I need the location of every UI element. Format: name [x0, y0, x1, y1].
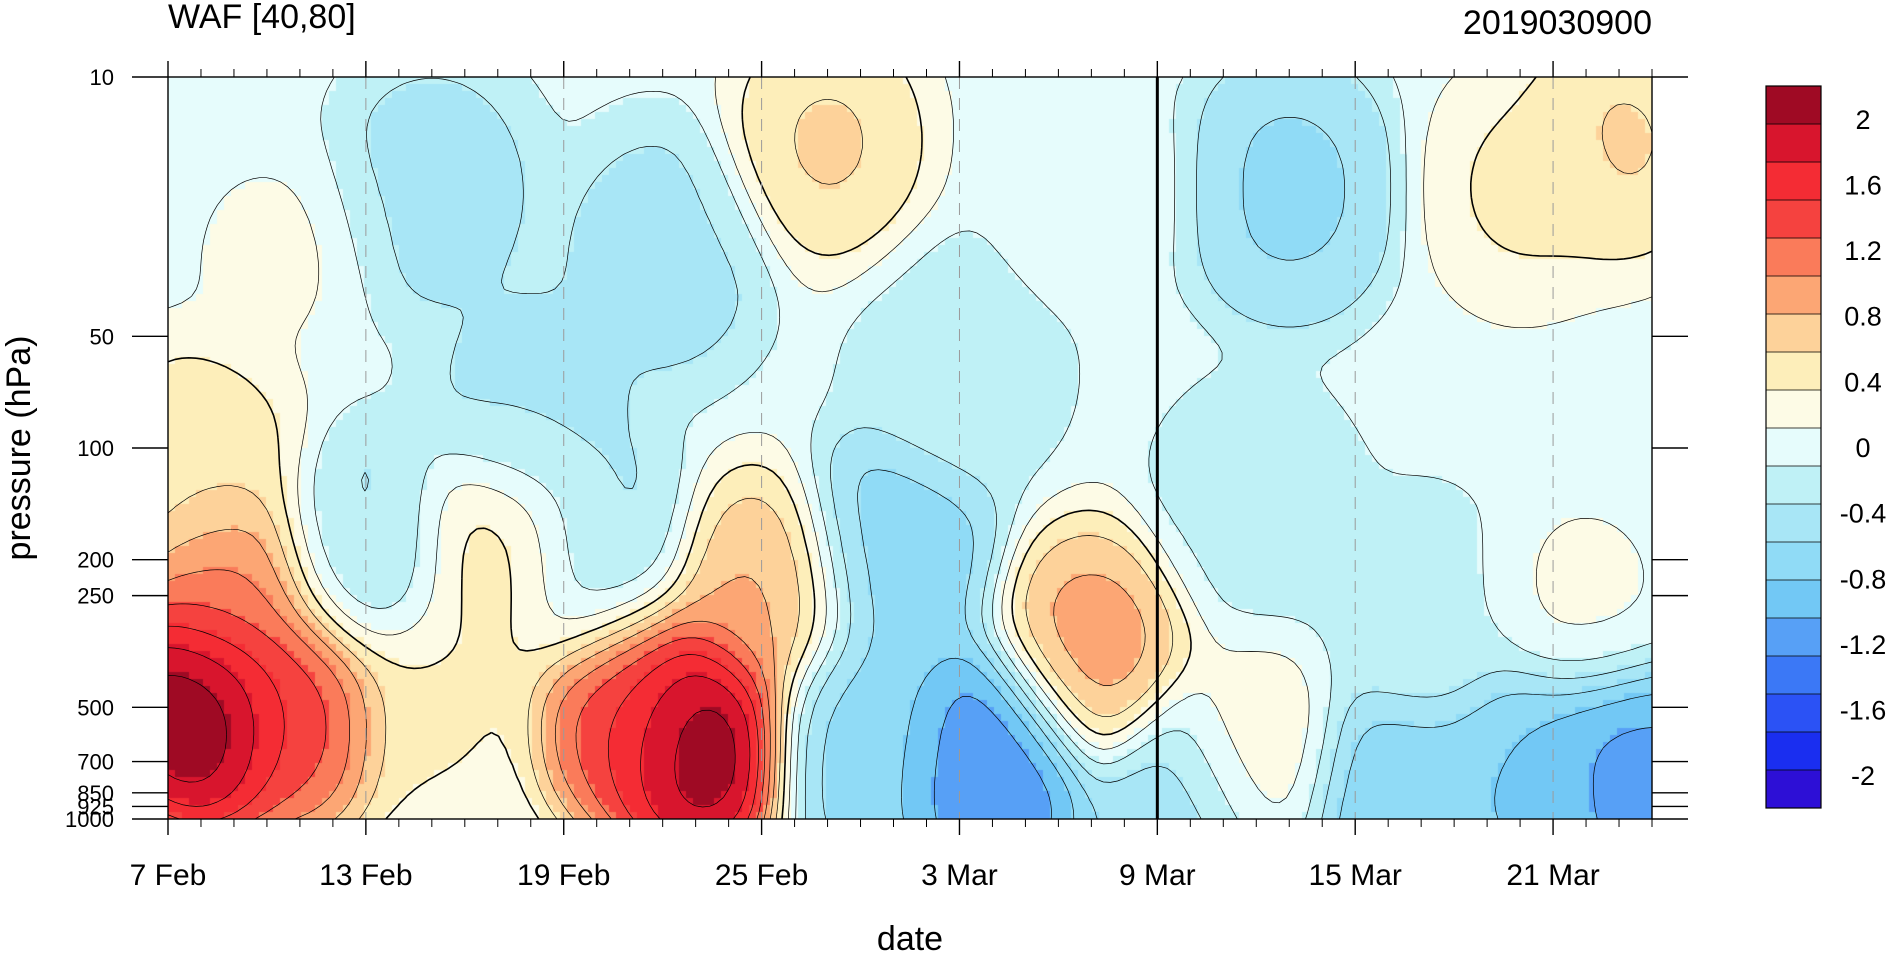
y-tick-label: 700 — [77, 750, 114, 775]
colorbar-swatch — [1766, 618, 1821, 657]
colorbar-tick-label: -1.6 — [1840, 696, 1887, 726]
colorbar: 2 1.6 1.2 0.8 0.4 0 -0.4 -0.8 -1.2 -1.6 -2 — [1765, 85, 1887, 809]
colorbar-swatch — [1766, 694, 1821, 733]
colorbar-tick-label: 0 — [1855, 433, 1870, 463]
y-tick-label: 925 — [77, 794, 114, 819]
x-tick-label: 9 Mar — [1119, 859, 1196, 892]
contour-line — [168, 603, 766, 819]
contour-line — [361, 77, 1652, 819]
chart-title: WAF [40,80] — [168, 0, 356, 36]
colorbar-swatch — [1766, 86, 1821, 125]
colorbar-swatch — [1766, 466, 1821, 505]
colorbar-tick-label: -2 — [1851, 761, 1875, 791]
x-tick-label: 13 Feb — [319, 859, 412, 892]
colorbar-tick-label: 1.6 — [1844, 170, 1882, 200]
colorbar-swatch — [1766, 162, 1821, 201]
contour-line — [168, 569, 771, 819]
waf-contour-field — [168, 77, 1652, 819]
y-axis-label: pressure (hPa) — [0, 336, 38, 561]
x-tick-label: 7 Feb — [130, 859, 207, 892]
y-tick-label: 100 — [77, 436, 114, 461]
colorbar-tick-label: -1.2 — [1840, 630, 1887, 660]
colorbar-swatch — [1766, 124, 1821, 163]
colorbar-swatch — [1766, 390, 1821, 429]
contour-lines — [168, 77, 1652, 819]
contour-line — [313, 77, 1652, 819]
x-tick-label: 15 Mar — [1309, 859, 1402, 892]
contour-line — [168, 675, 736, 808]
contour-line — [821, 117, 1652, 819]
x-axis: 7 Feb 13 Feb 19 Feb 25 Feb 3 Mar 9 Mar 15 Mar 2… — [130, 61, 1653, 892]
chart-subtitle: 2019030900 — [1463, 4, 1652, 42]
colorbar-tick-label: 2 — [1855, 105, 1870, 135]
colorbar-swatch — [1766, 770, 1821, 809]
x-tick-label: 3 Mar — [921, 859, 998, 892]
y-tick-label: 250 — [77, 584, 114, 609]
colorbar-tick-label: 0.8 — [1844, 302, 1882, 332]
colorbar-swatch — [1766, 352, 1821, 391]
colorbar-tick-label: 1.2 — [1844, 236, 1882, 266]
contour-line — [168, 625, 759, 819]
contour-line — [901, 657, 1652, 819]
colorbar-swatch — [1766, 200, 1821, 239]
y-tick-label: 200 — [77, 548, 114, 573]
colorbar-tick-label: -0.4 — [1840, 499, 1887, 529]
colorbar-swatch — [1766, 542, 1821, 581]
contour-line — [168, 98, 1652, 819]
x-tick-label: 21 Mar — [1506, 859, 1599, 892]
colorbar-swatch — [1766, 276, 1821, 315]
y-tick-label: 850 — [77, 781, 114, 806]
y-tick-label: 50 — [90, 324, 114, 349]
colorbar-swatch — [1766, 580, 1821, 619]
colorbar-swatch — [1766, 504, 1821, 543]
y-tick-label: 10 — [90, 65, 114, 90]
colorbar-swatch — [1766, 238, 1821, 277]
contour-line — [933, 696, 1652, 819]
contour-line — [168, 647, 751, 819]
contour-line — [168, 77, 1652, 819]
colorbar-frame — [1765, 85, 1822, 809]
colorbar-swatch — [1766, 314, 1821, 353]
y-tick-label: 500 — [77, 695, 114, 720]
contour-line — [168, 77, 1652, 819]
colorbar-tick-label: -0.8 — [1840, 564, 1887, 594]
colorbar-swatch — [1766, 428, 1821, 467]
x-tick-label: 19 Feb — [517, 859, 610, 892]
y-tick-label: 1000 — [65, 807, 114, 832]
x-axis-label: date — [877, 920, 943, 958]
colorbar-swatch — [1766, 656, 1821, 695]
colorbar-tick-label: 0.4 — [1844, 367, 1882, 397]
colorbar-swatch — [1766, 732, 1821, 771]
x-tick-label: 25 Feb — [715, 859, 808, 892]
